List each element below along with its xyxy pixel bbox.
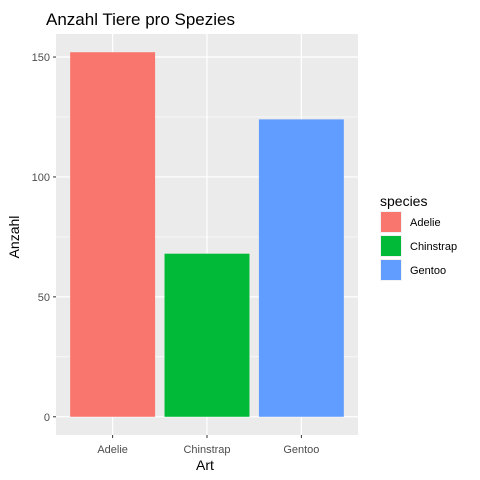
- bar-adelie: [70, 52, 156, 417]
- x-tick-label: Chinstrap: [183, 444, 230, 456]
- bars: [70, 52, 344, 417]
- y-tick-label: 50: [38, 292, 50, 304]
- legend-label: Adelie: [410, 217, 441, 229]
- y-tick-label: 100: [32, 172, 50, 184]
- y-tick-label: 150: [32, 52, 50, 64]
- bar-chinstrap: [164, 253, 250, 417]
- legend-label: Chinstrap: [410, 241, 457, 253]
- legend-label: Gentoo: [410, 265, 446, 277]
- y-axis-ticks: 0 50 100 150: [32, 52, 56, 424]
- x-tick-label: Gentoo: [283, 444, 319, 456]
- legend-swatch-adelie: [381, 212, 401, 232]
- chart-title: Anzahl Tiere pro Spezies: [46, 10, 235, 29]
- bar-gentoo: [258, 119, 344, 417]
- x-tick-label: Adelie: [97, 444, 128, 456]
- x-axis-label: Art: [196, 457, 214, 473]
- legend-title: species: [380, 193, 427, 209]
- y-tick-label: 0: [44, 412, 50, 424]
- legend-swatch-chinstrap: [381, 236, 401, 256]
- y-axis-label: Anzahl: [6, 216, 22, 259]
- legend: species Adelie Chinstrap Gentoo: [380, 193, 457, 281]
- legend-swatch-gentoo: [381, 260, 401, 280]
- x-axis-ticks: Adelie Chinstrap Gentoo: [97, 435, 319, 456]
